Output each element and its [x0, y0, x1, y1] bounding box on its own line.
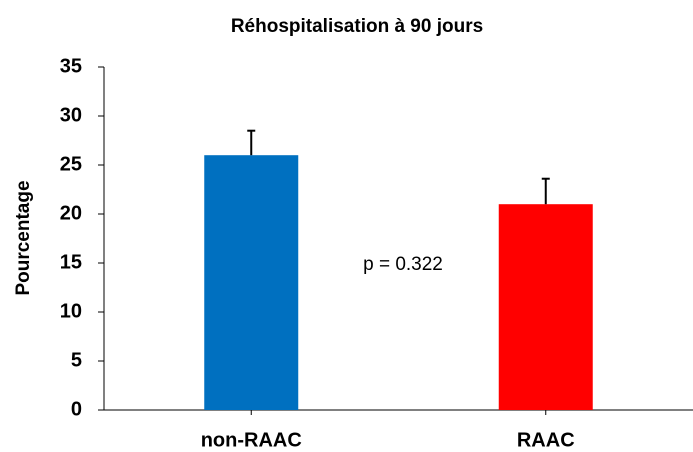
y-tick-label: 25 — [60, 153, 82, 175]
x-tick-label: RAAC — [517, 429, 575, 451]
error-bar — [247, 129, 256, 156]
y-axis-label: Pourcentage — [13, 180, 34, 295]
annotation: p = 0.322 — [363, 254, 443, 275]
y-tick-label: 0 — [71, 398, 82, 420]
bar — [498, 204, 593, 410]
y-tick-label: 30 — [60, 104, 82, 126]
y-tick-label: 15 — [60, 251, 82, 273]
y-tick-label: 35 — [60, 55, 82, 77]
y-tick-label: 10 — [60, 300, 82, 322]
y-tick-label: 5 — [71, 349, 82, 371]
bar — [204, 155, 299, 410]
x-tick-label: non-RAAC — [201, 429, 302, 451]
error-bar — [541, 177, 550, 205]
y-tick-label: 20 — [60, 202, 82, 224]
chart-title: Réhospitalisation à 90 jours — [231, 16, 483, 37]
